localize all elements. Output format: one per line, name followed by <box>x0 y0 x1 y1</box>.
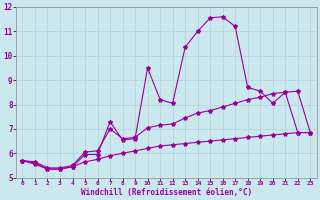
X-axis label: Windchill (Refroidissement éolien,°C): Windchill (Refroidissement éolien,°C) <box>81 188 252 197</box>
